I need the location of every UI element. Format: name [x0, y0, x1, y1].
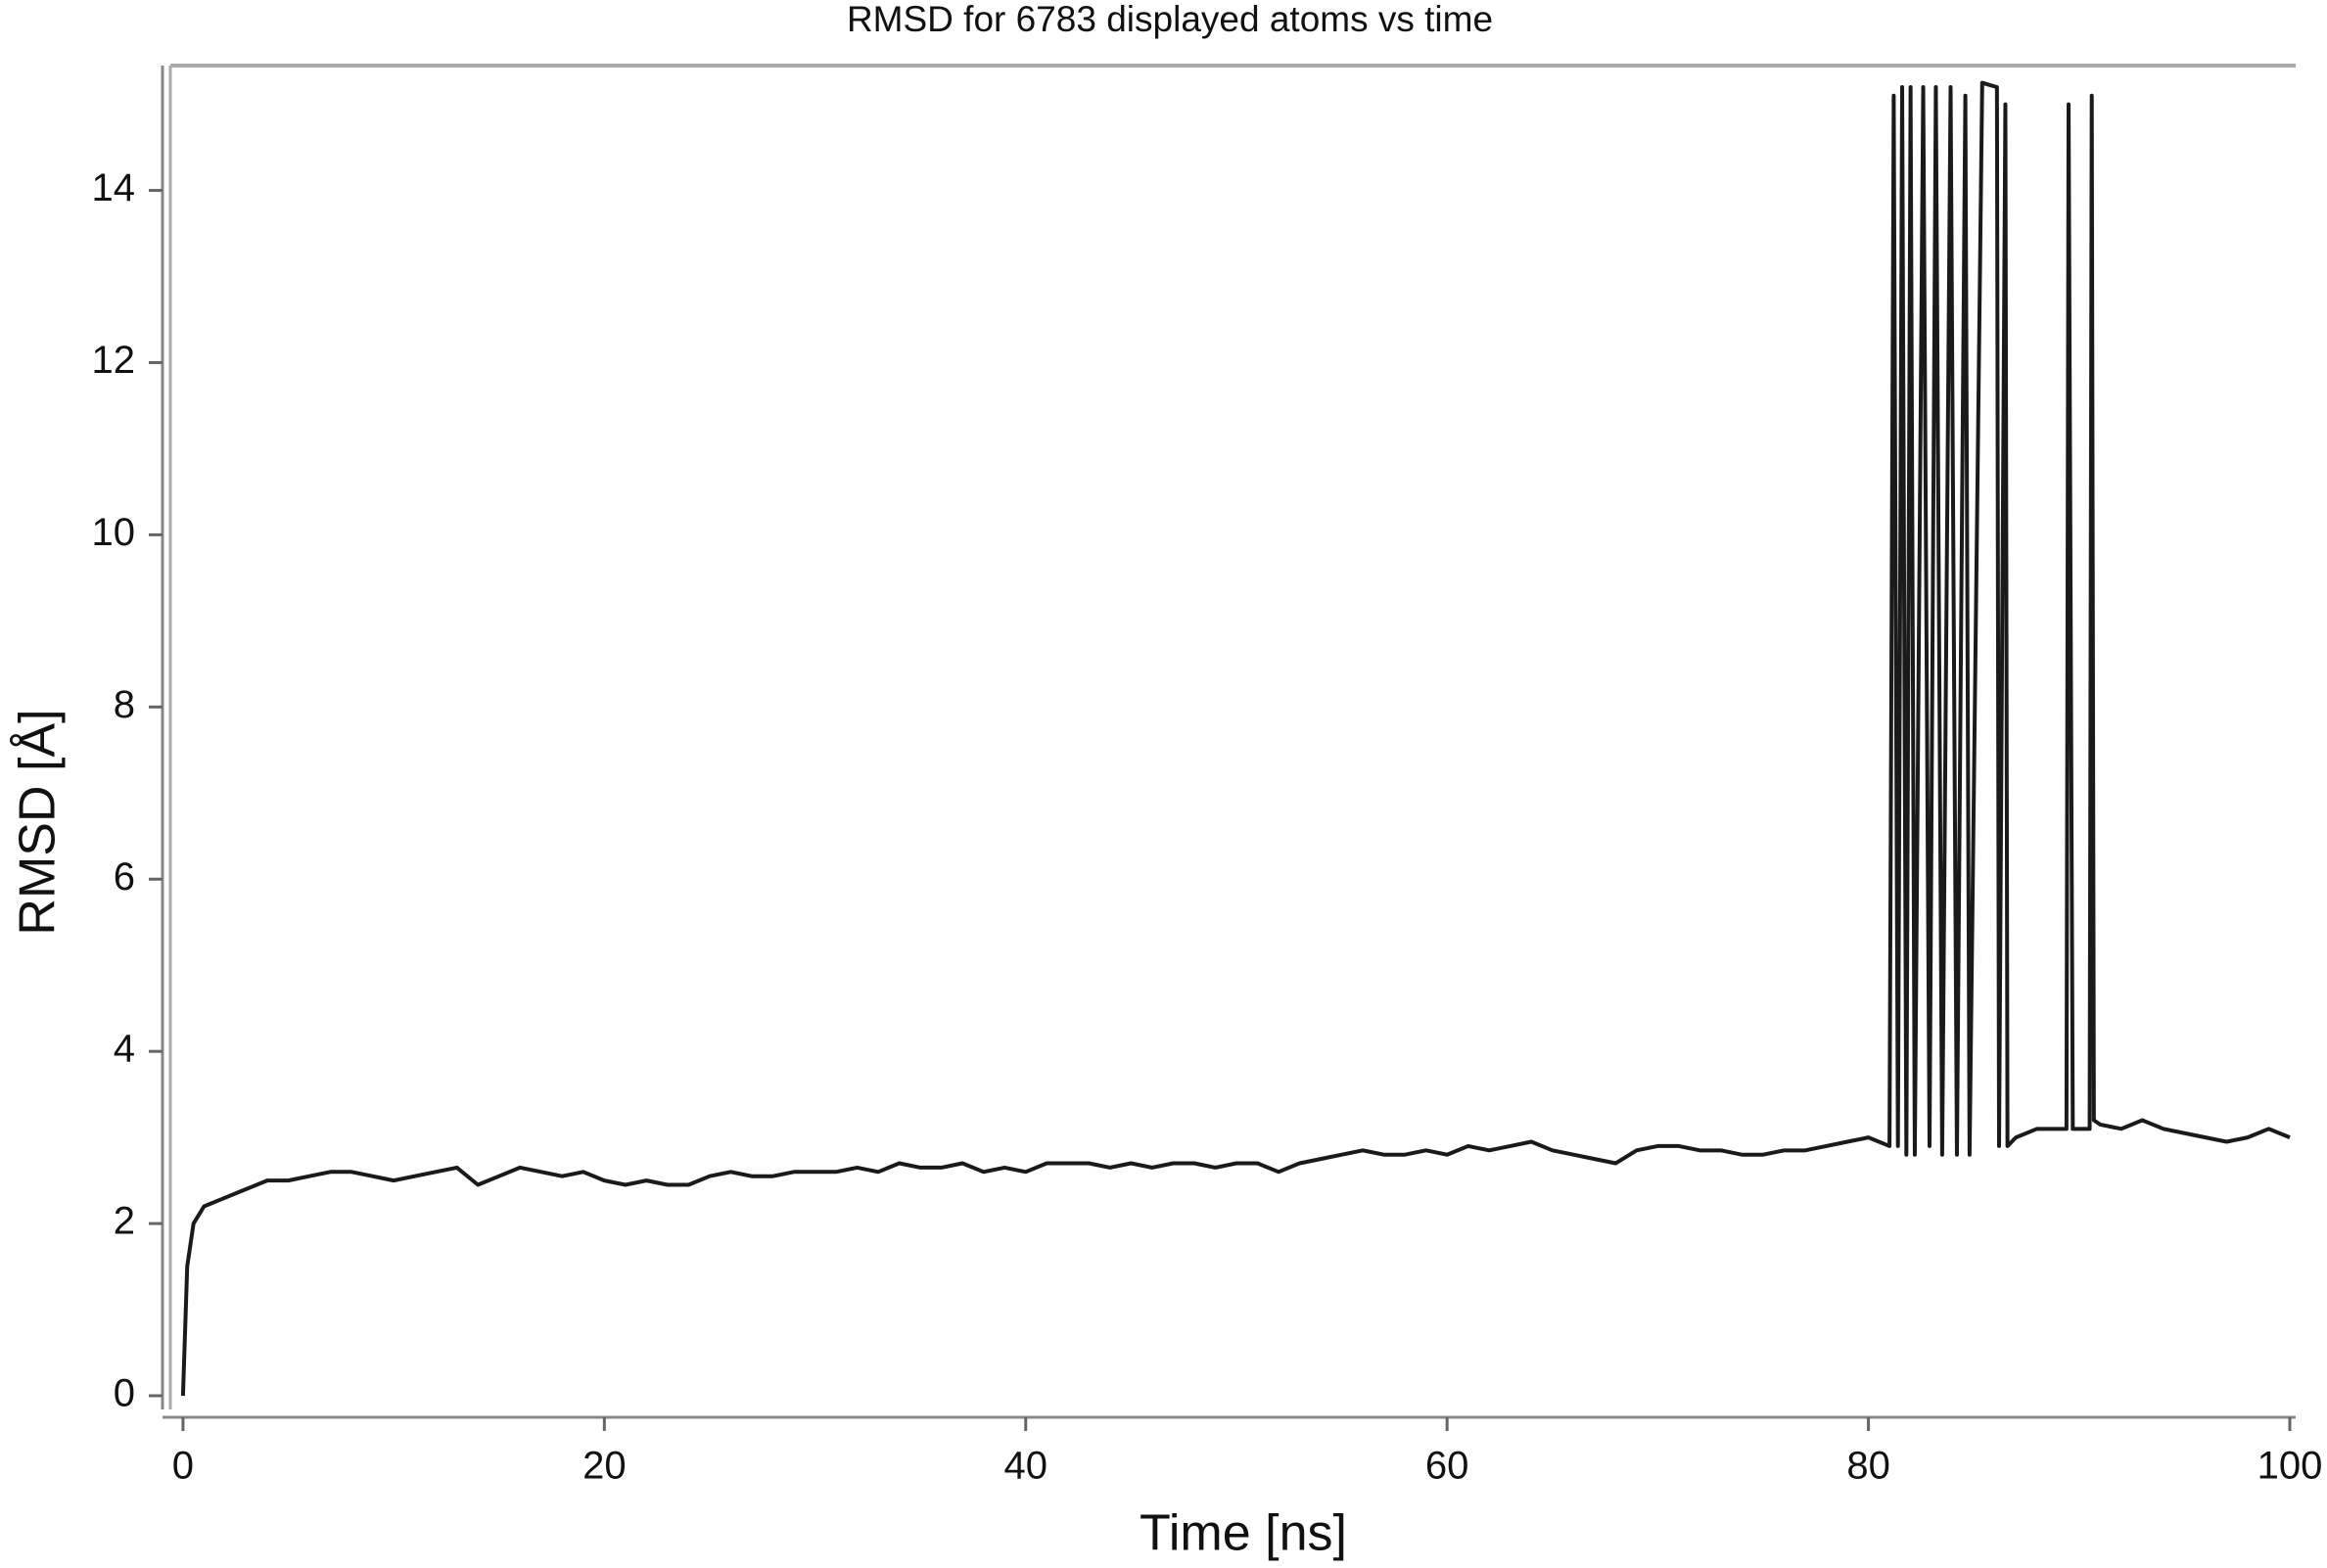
y-tick-label: 4 [114, 1028, 135, 1071]
y-tick-label: 2 [114, 1200, 135, 1243]
y-tick-label: 12 [92, 339, 136, 382]
y-axis-label: RMSD [Å] [10, 709, 67, 935]
x-tick-label: 100 [2257, 1445, 2323, 1488]
y-tick-label: 6 [114, 855, 135, 899]
y-tick-label: 8 [114, 683, 135, 726]
x-axis-label: Time [ns] [1140, 1505, 1347, 1562]
data-line [180, 80, 2291, 1397]
chart-title: RMSD for 6783 displayed atoms vs time [847, 0, 1493, 39]
x-tick-label: 40 [1003, 1445, 1047, 1488]
y-tick-label: 14 [92, 166, 136, 209]
x-tick-label: 80 [1846, 1445, 1890, 1488]
y-tick-label: 0 [114, 1372, 135, 1415]
y-tick-label: 10 [92, 511, 136, 554]
x-tick-label: 20 [582, 1445, 627, 1488]
x-tick-label: 60 [1425, 1445, 1469, 1488]
x-tick-label: 0 [172, 1445, 194, 1488]
